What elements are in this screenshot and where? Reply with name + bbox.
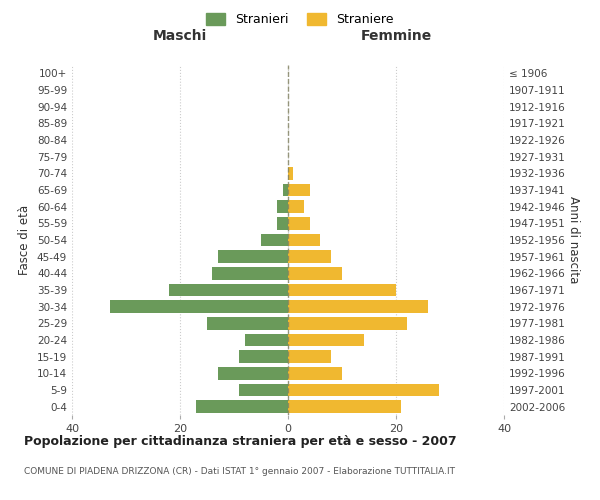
Bar (288, 250, 331, 263)
Bar (288, 184, 310, 196)
Bar (288, 334, 364, 346)
Bar (288, 350, 331, 363)
Bar (261, 234, 288, 246)
Bar (110, 300, 288, 313)
Bar (239, 384, 288, 396)
Bar (288, 384, 439, 396)
Text: COMUNE DI PIADENA DRIZZONA (CR) - Dati ISTAT 1° gennaio 2007 - Elaborazione TUTT: COMUNE DI PIADENA DRIZZONA (CR) - Dati I… (24, 468, 455, 476)
Bar (288, 300, 428, 313)
Bar (288, 317, 407, 330)
Bar (207, 317, 288, 330)
Legend: Stranieri, Straniere: Stranieri, Straniere (200, 6, 400, 32)
Y-axis label: Fasce di età: Fasce di età (19, 205, 31, 275)
Bar (288, 200, 304, 213)
Bar (288, 400, 401, 413)
Bar (288, 284, 396, 296)
Y-axis label: Anni di nascita: Anni di nascita (566, 196, 580, 284)
Bar (218, 250, 288, 263)
Bar (288, 267, 342, 280)
Bar (288, 167, 293, 179)
Text: Maschi: Maschi (153, 28, 207, 42)
Bar (169, 284, 288, 296)
Bar (196, 400, 288, 413)
Text: Popolazione per cittadinanza straniera per età e sesso - 2007: Popolazione per cittadinanza straniera p… (24, 435, 457, 448)
Bar (277, 200, 288, 213)
Bar (288, 367, 342, 380)
Bar (277, 217, 288, 230)
Bar (288, 234, 320, 246)
Bar (245, 334, 288, 346)
Bar (212, 267, 288, 280)
Bar (239, 350, 288, 363)
Text: Femmine: Femmine (361, 28, 431, 42)
Bar (218, 367, 288, 380)
Bar (283, 184, 288, 196)
Bar (288, 217, 310, 230)
